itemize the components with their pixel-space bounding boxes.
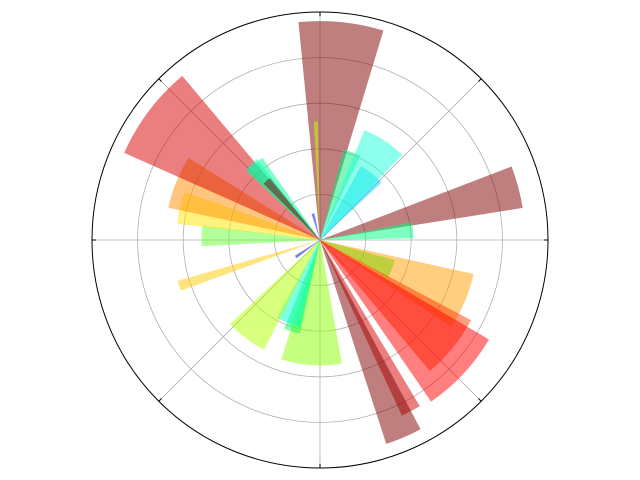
polar-bar-1 (298, 21, 384, 240)
angular-tick-135 (477, 397, 482, 402)
polar-bar-27 (313, 121, 320, 240)
polar-bar-6 (320, 222, 414, 240)
polar-bar-12 (320, 240, 421, 444)
frame-layer (91, 11, 549, 469)
bar-layer (124, 21, 523, 444)
angular-tick-315 (158, 78, 163, 83)
polar-bar-15 (276, 240, 320, 327)
polar-bar-16 (229, 240, 320, 350)
polar-bar-19 (201, 225, 320, 247)
angular-tick-45 (477, 78, 482, 83)
angular-tick-225 (158, 397, 163, 402)
polar-bar-18 (177, 240, 320, 291)
polar-bar-25 (263, 177, 320, 240)
polar-bar-13 (281, 240, 342, 366)
polar-bar-10 (320, 240, 489, 402)
polar-bar-26 (311, 213, 320, 240)
polar-bar-22 (124, 75, 321, 240)
polar-bar-5 (320, 166, 523, 240)
polar-bar-17 (294, 240, 320, 259)
polar-bar-4 (320, 130, 403, 240)
polar-bar-11 (320, 240, 420, 416)
